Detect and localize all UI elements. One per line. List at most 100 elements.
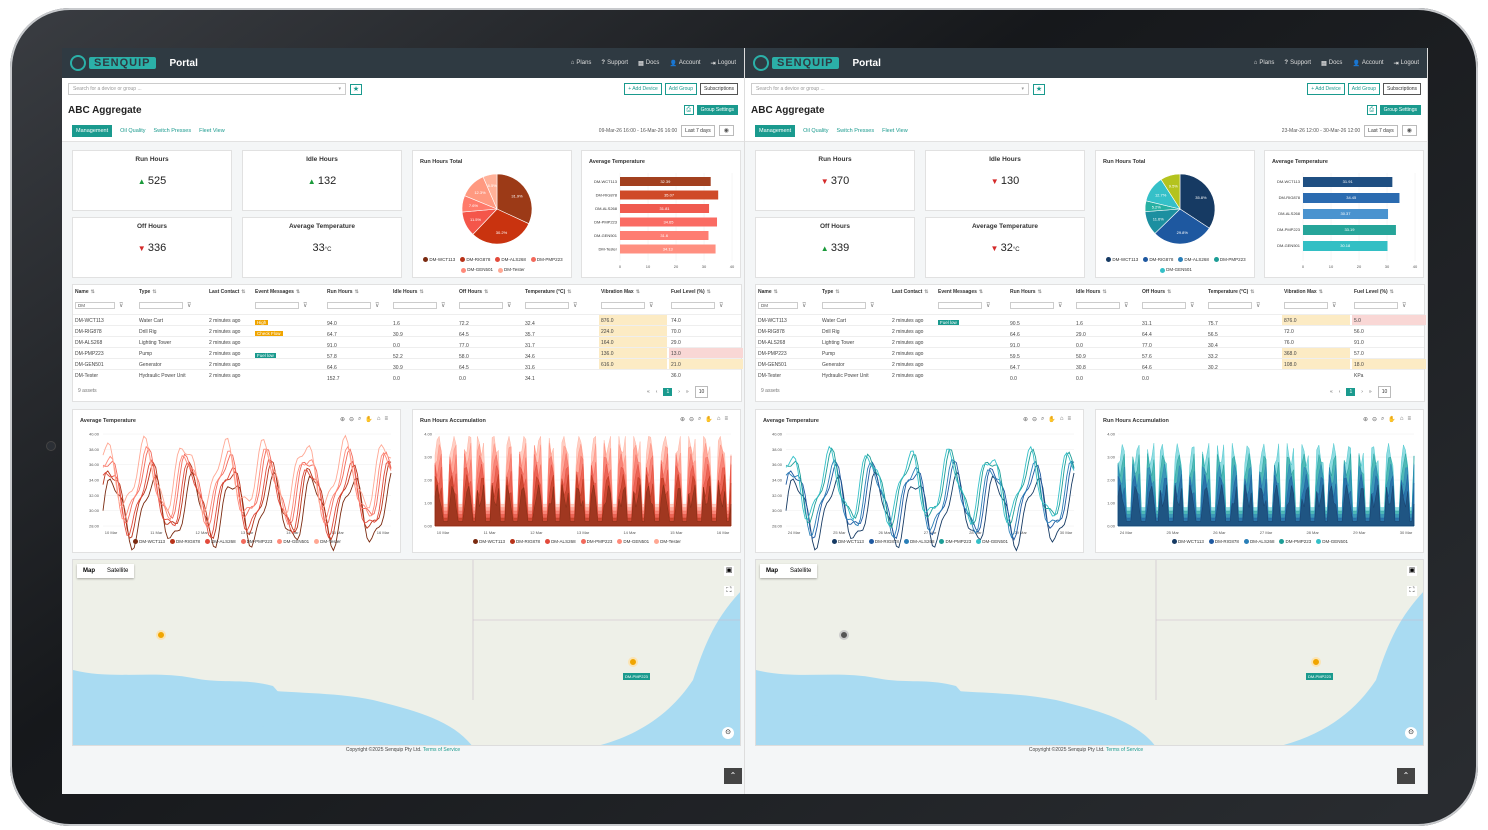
favourite-star-button[interactable]: ★ [350,83,362,95]
map-tab[interactable]: Map [766,568,778,574]
page-nav-icon[interactable]: » [685,389,689,395]
legend-item[interactable]: DM-GEN501 [617,539,649,545]
tab-management[interactable]: Management [755,124,796,137]
filter-funnel-icon[interactable]: ⊽ [303,303,308,309]
legend-item[interactable]: DM-RIG878 [510,539,540,545]
column-header[interactable]: Last Contact ⇅ [209,289,245,299]
filter-funnel-icon[interactable]: ⊽ [1058,303,1063,309]
filter-funnel-icon[interactable]: ⊽ [375,303,380,309]
column-filter-input[interactable]: ⊽ [255,302,307,309]
nav-support[interactable]: ? Support [601,60,628,67]
map-cluster-marker[interactable] [156,630,166,640]
map-cluster-marker[interactable] [839,630,849,640]
device-map[interactable]: Map Satellite ▣ ⛶ ⊙ DM-PMP223 [72,559,741,746]
filter-funnel-icon[interactable]: ⊽ [1402,303,1407,309]
map-cluster-marker[interactable] [1311,657,1321,667]
column-filter-input[interactable]: ⊽ [139,302,191,309]
filter-funnel-icon[interactable]: ⊽ [573,303,578,309]
chart-tool-icon[interactable]: ⊕ [339,417,345,423]
chart-tool-icon[interactable]: ⊕ [1362,417,1368,423]
column-filter-input[interactable]: ⊽ [1284,302,1336,309]
chart-tool-icon[interactable]: ⊖ [688,417,694,423]
legend-item[interactable]: DM-PMP223 [530,257,563,263]
filter-funnel-icon[interactable]: ⊽ [187,303,192,309]
column-header[interactable]: Name ⇅ [75,289,95,299]
table-row[interactable]: DM-ALS268 Lighting Tower 2 minutes ago 91.0… [756,336,1424,349]
event-badge[interactable]: Check Flow [255,330,283,336]
fullscreen-icon[interactable]: ⛶ [1407,586,1417,596]
legend-item[interactable]: DM-WCT113 [1172,539,1204,545]
filter-funnel-icon[interactable]: ⊽ [719,303,724,309]
period-select[interactable]: Last 7 days [681,124,715,137]
filter-funnel-icon[interactable]: ⊽ [986,303,991,309]
table-row[interactable]: DM-PMP223 Pump 2 minutes ago Fuel low 57.8 52… [73,347,743,360]
chart-tool-icon[interactable]: ≡ [1407,416,1411,422]
legend-item[interactable]: DM-ALS268 [205,539,236,545]
page-nav-icon[interactable]: › [1361,389,1363,395]
column-filter-input[interactable]: ⊽ [601,302,653,309]
page-nav-icon[interactable]: « [647,389,650,395]
legend-item[interactable]: DM-PMP223 [240,539,272,545]
print-button[interactable]: ⎙ [1366,105,1377,115]
favourite-star-button[interactable]: ★ [1033,83,1045,95]
table-row[interactable]: DM-RIG878 Drill Rig 2 minutes ago Check Flo… [73,325,741,338]
page-nav-icon[interactable]: » [1368,389,1372,395]
legend-item[interactable]: DM-ALS268 [1178,257,1209,263]
device-search-input[interactable]: Search for a device or group ... ▾ [68,83,346,95]
page-nav-icon[interactable]: « [1330,389,1333,395]
filter-funnel-icon[interactable]: ⊽ [870,303,875,309]
group-settings-button[interactable]: Group Settings [696,105,738,115]
nav-plans[interactable]: ⌂ Plans [571,60,592,67]
legend-item[interactable]: DM-WCT113 [133,539,165,545]
legend-item[interactable]: DM-RIG878 [1143,257,1173,263]
filter-funnel-icon[interactable]: ⊽ [1332,303,1337,309]
event-badge[interactable]: Fuel low [938,319,959,325]
table-row[interactable]: DM-RIG878 Drill Rig 2 minutes ago 64.6 29.0 6… [756,325,1424,338]
print-button[interactable]: ⎙ [683,105,694,115]
tab-switch-presses[interactable]: Switch Presses [836,127,875,134]
column-header[interactable]: Event Messages ⇅ [255,289,300,299]
page-nav-icon[interactable]: ‹ [655,389,658,395]
chart-tool-icon[interactable]: ≡ [384,416,388,422]
column-filter-input[interactable]: ⊽ [327,302,379,309]
legend-item[interactable]: DM-PMP223 [1213,257,1246,263]
tab-switch-presses[interactable]: Switch Presses [153,127,192,134]
chart-tool-icon[interactable]: ⊖ [1371,417,1377,423]
legend-item[interactable]: DM-GEN501 [976,539,1008,545]
page-current[interactable]: 1 [1346,388,1356,396]
legend-item[interactable]: DM-GEN501 [1160,267,1192,273]
device-search-input[interactable]: Search for a device or group ... ▾ [751,83,1029,95]
add-group-button[interactable]: Add Group [664,83,697,95]
legend-item[interactable]: DM-WCT113 [1106,257,1138,263]
column-header[interactable]: Temperature (°C) ⇅ [1208,289,1254,299]
column-filter-input[interactable]: ⊽ [938,302,990,309]
table-row[interactable]: DM-Tester Hydraulic Power Unit 2 minutes a… [73,369,741,382]
table-row[interactable]: DM-GEN501 Generator 2 minutes ago 64.7 30.8 6… [756,358,1426,371]
nav-account[interactable]: 👤 Account [669,60,700,67]
page-current[interactable]: 1 [663,388,673,396]
filter-funnel-icon[interactable]: ⊽ [1124,303,1129,309]
column-header[interactable]: Run Hours ⇅ [1010,289,1042,299]
event-badge[interactable]: Fuel low [255,352,276,358]
chart-tool-icon[interactable]: ✋ [705,417,713,423]
filter-funnel-icon[interactable]: ⊽ [119,303,124,309]
satellite-tab[interactable]: Satellite [107,568,129,574]
legend-item[interactable]: DM-PMP223 [939,539,971,545]
nav-logout[interactable]: ⇥ Logout [711,60,736,67]
layers-icon[interactable]: ▣ [1407,566,1417,576]
chart-tool-icon[interactable]: ≡ [1067,416,1071,422]
tab-management[interactable]: Management [72,124,113,137]
chart-tool-icon[interactable]: ⊕ [679,417,685,423]
chart-tool-icon[interactable]: ⌕ [698,416,702,422]
chart-tool-icon[interactable]: ⌂ [716,416,721,422]
column-header[interactable]: Last Contact ⇅ [892,289,928,299]
tab-oil-quality[interactable]: Oil Quality [120,127,146,134]
add-group-button[interactable]: Add Group [1347,83,1380,95]
add-device-button[interactable]: + Add Device [1307,83,1345,95]
chart-tool-icon[interactable]: ⌕ [1041,416,1045,422]
tab-fleet-view[interactable]: Fleet View [882,127,908,134]
column-filter-input[interactable]: ⊽ [822,302,874,309]
legend-item[interactable]: DM-RIG878 [460,257,490,263]
nav-plans[interactable]: ⌂ Plans [1254,60,1275,67]
